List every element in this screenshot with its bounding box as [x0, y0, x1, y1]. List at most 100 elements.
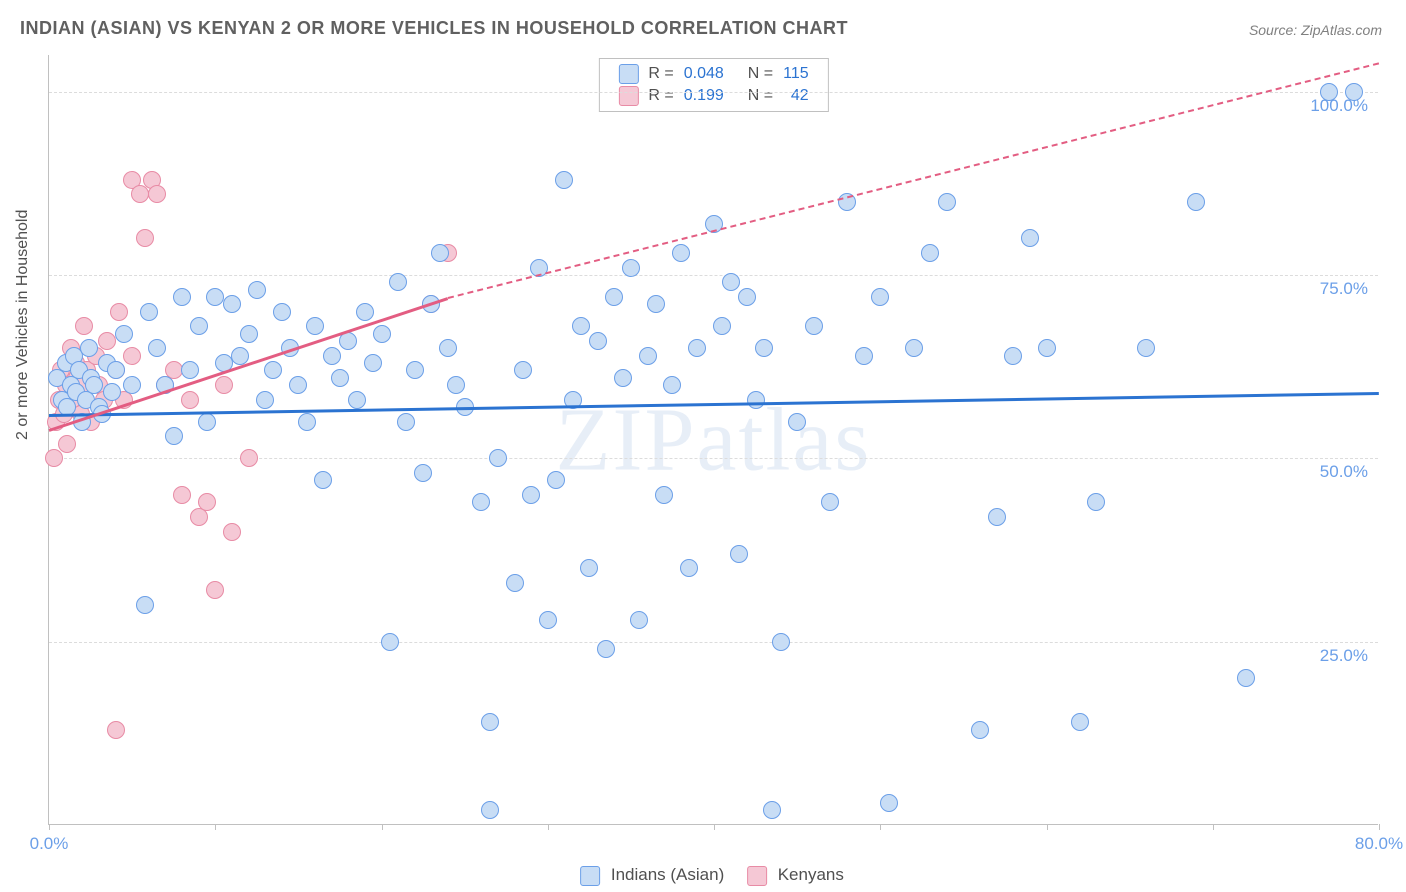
indians-point — [264, 361, 282, 379]
indians-point — [663, 376, 681, 394]
indians-point — [481, 801, 499, 819]
y-tick-label: 50.0% — [1320, 462, 1368, 482]
legend-row: R =0.048N =115 — [613, 63, 813, 85]
x-tick — [1047, 824, 1048, 830]
indians-point — [1187, 193, 1205, 211]
indians-point — [988, 508, 1006, 526]
kenyans-point — [45, 449, 63, 467]
indians-point — [198, 413, 216, 431]
indians-point — [1038, 339, 1056, 357]
indians-point — [713, 317, 731, 335]
legend-swatch — [618, 86, 638, 106]
indians-point — [206, 288, 224, 306]
indians-point — [880, 794, 898, 812]
indians-point — [855, 347, 873, 365]
indians-point — [572, 317, 590, 335]
indians-point — [223, 295, 241, 313]
x-tick — [49, 824, 50, 830]
legend-n-value: 42 — [778, 85, 814, 107]
indians-point — [472, 493, 490, 511]
indians-point — [871, 288, 889, 306]
kenyans-point — [110, 303, 128, 321]
indians-point — [80, 339, 98, 357]
indians-point — [1320, 83, 1338, 101]
x-tick — [1213, 824, 1214, 830]
indians-point — [123, 376, 141, 394]
indians-point — [231, 347, 249, 365]
indians-point — [323, 347, 341, 365]
indians-point — [190, 317, 208, 335]
indians-point — [680, 559, 698, 577]
indians-point — [489, 449, 507, 467]
legend-n-label: N = — [743, 85, 778, 107]
kenyans-trend-dash — [448, 62, 1379, 299]
indians-point — [364, 354, 382, 372]
kenyans-label: Kenyans — [778, 865, 844, 884]
x-tick — [215, 824, 216, 830]
kenyans-point — [240, 449, 258, 467]
indians-point — [1004, 347, 1022, 365]
legend-row: R =0.199N =42 — [613, 85, 813, 107]
legend-r-value: 0.048 — [679, 63, 729, 85]
plot-area: ZIPatlas R =0.048N =115R =0.199N =42 25.… — [48, 55, 1378, 825]
legend-series: Indians (Asian) Kenyans — [562, 865, 844, 886]
indians-point — [136, 596, 154, 614]
legend-swatch — [618, 64, 638, 84]
indians-point — [481, 713, 499, 731]
indians-point — [938, 193, 956, 211]
indians-point — [348, 391, 366, 409]
x-tick — [1379, 824, 1380, 830]
indians-point — [630, 611, 648, 629]
kenyans-point — [206, 581, 224, 599]
indians-point — [439, 339, 457, 357]
indians-point — [298, 413, 316, 431]
indians-point — [921, 244, 939, 262]
gridline — [49, 642, 1378, 643]
legend-r-label: R = — [643, 63, 678, 85]
indians-point — [414, 464, 432, 482]
indians-point — [373, 325, 391, 343]
indians-point — [115, 325, 133, 343]
indians-point — [539, 611, 557, 629]
indians-point — [1071, 713, 1089, 731]
indians-point — [805, 317, 823, 335]
indians-point — [730, 545, 748, 563]
indians-point — [1021, 229, 1039, 247]
indians-point — [821, 493, 839, 511]
source-prefix: Source: — [1249, 22, 1301, 38]
kenyans-point — [198, 493, 216, 511]
source-name: ZipAtlas.com — [1301, 22, 1382, 38]
indians-point — [1087, 493, 1105, 511]
indians-point — [971, 721, 989, 739]
indians-point — [614, 369, 632, 387]
kenyans-point — [181, 391, 199, 409]
indians-point — [406, 361, 424, 379]
indians-point — [240, 325, 258, 343]
gridline — [49, 275, 1378, 276]
kenyans-point — [131, 185, 149, 203]
kenyans-point — [123, 347, 141, 365]
indians-point — [514, 361, 532, 379]
source-attribution: Source: ZipAtlas.com — [1249, 22, 1382, 38]
chart-container: INDIAN (ASIAN) VS KENYAN 2 OR MORE VEHIC… — [0, 0, 1406, 892]
indians-point — [522, 486, 540, 504]
kenyans-point — [136, 229, 154, 247]
indians-point — [788, 413, 806, 431]
indians-point — [381, 633, 399, 651]
indians-point — [314, 471, 332, 489]
legend-n-label: N = — [743, 63, 778, 85]
indians-point — [647, 295, 665, 313]
indians-point — [107, 361, 125, 379]
indians-point — [597, 640, 615, 658]
indians-point — [389, 273, 407, 291]
indians-point — [397, 413, 415, 431]
kenyans-point — [58, 435, 76, 453]
indians-point — [547, 471, 565, 489]
indians-point — [506, 574, 524, 592]
indians-point — [331, 369, 349, 387]
indians-point — [747, 391, 765, 409]
indians-point — [589, 332, 607, 350]
indians-point — [431, 244, 449, 262]
indians-point — [738, 288, 756, 306]
indians-point — [722, 273, 740, 291]
